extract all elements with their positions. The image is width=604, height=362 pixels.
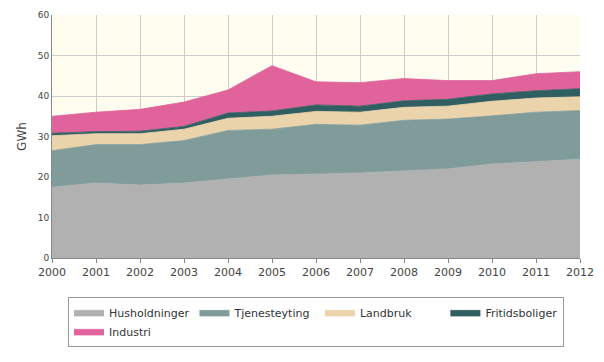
svg-text:GWh: GWh bbox=[15, 122, 29, 151]
svg-text:30: 30 bbox=[38, 132, 50, 142]
svg-text:2001: 2001 bbox=[82, 266, 110, 279]
svg-text:2002: 2002 bbox=[126, 266, 154, 279]
svg-text:2000: 2000 bbox=[38, 266, 66, 279]
svg-text:Fritidsboliger: Fritidsboliger bbox=[485, 307, 557, 320]
svg-text:2010: 2010 bbox=[478, 266, 506, 279]
svg-text:2007: 2007 bbox=[346, 266, 374, 279]
svg-text:2011: 2011 bbox=[522, 266, 550, 279]
svg-text:2008: 2008 bbox=[390, 266, 418, 279]
svg-text:10: 10 bbox=[38, 213, 50, 223]
svg-text:Industri: Industri bbox=[109, 326, 151, 339]
svg-text:0: 0 bbox=[43, 253, 49, 263]
svg-text:40: 40 bbox=[38, 91, 50, 101]
svg-text:2006: 2006 bbox=[302, 266, 330, 279]
svg-text:20: 20 bbox=[38, 172, 50, 182]
svg-text:2005: 2005 bbox=[258, 266, 286, 279]
svg-text:60: 60 bbox=[38, 10, 50, 20]
svg-text:Husholdninger: Husholdninger bbox=[109, 307, 189, 320]
svg-text:2003: 2003 bbox=[170, 266, 198, 279]
svg-text:Landbruk: Landbruk bbox=[360, 307, 412, 320]
svg-text:2009: 2009 bbox=[434, 266, 462, 279]
svg-text:Tjenesteyting: Tjenesteyting bbox=[233, 307, 309, 320]
svg-text:50: 50 bbox=[38, 51, 50, 61]
svg-text:2012: 2012 bbox=[566, 266, 594, 279]
svg-text:2004: 2004 bbox=[214, 266, 242, 279]
